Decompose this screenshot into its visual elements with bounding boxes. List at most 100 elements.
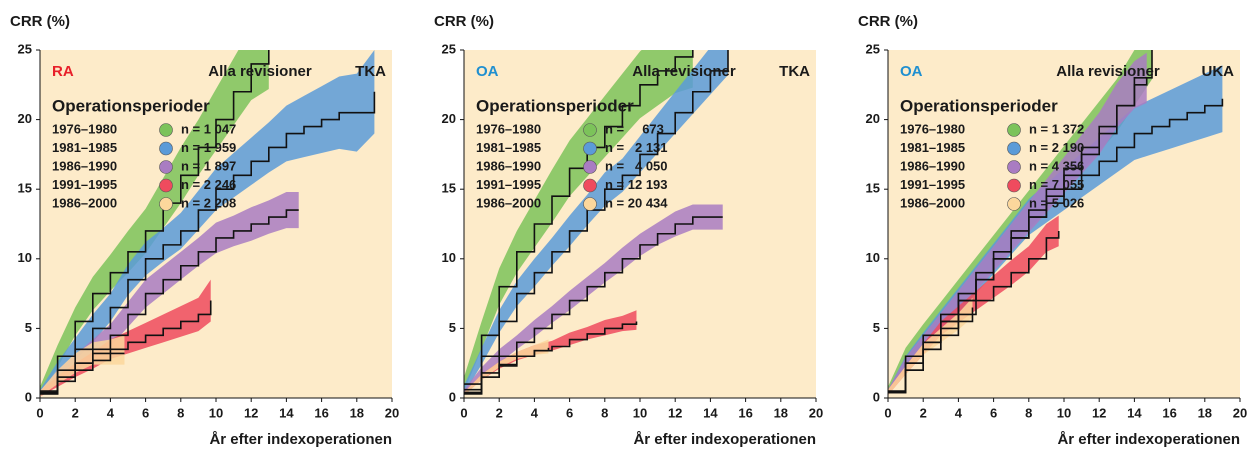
legend-swatch xyxy=(159,178,173,193)
x-tick-label: 0 xyxy=(36,405,43,420)
series-line xyxy=(464,50,729,391)
legend-swatch xyxy=(583,160,597,174)
chart-panel: 0 5 10 15 20 25 0 2 4 6 8 10 12 14 16 18 20 CRR (%) År eft… xyxy=(858,13,1247,448)
confidence-band xyxy=(464,50,728,394)
y-tick-label: 10 xyxy=(442,250,456,265)
legend-period: 1981–1985 xyxy=(52,140,117,155)
x-axis-title: År efter indexoperationen xyxy=(1057,431,1240,448)
legend-swatch xyxy=(583,197,597,211)
legend-n: n = 1 959 xyxy=(181,140,236,155)
confidence-band xyxy=(888,52,1147,396)
confidence-band xyxy=(888,215,1059,396)
x-tick-label: 6 xyxy=(990,405,997,420)
legend-n: n = 7 055 xyxy=(1029,177,1084,192)
y-tick-label: 20 xyxy=(442,111,456,126)
legend-period: 1986–1990 xyxy=(900,158,965,173)
legend-swatch xyxy=(1007,160,1021,174)
confidence-band xyxy=(888,65,1223,396)
x-tick-label: 12 xyxy=(1092,405,1106,420)
legend-period: 1981–1985 xyxy=(476,140,541,155)
x-tick-label: 10 xyxy=(633,405,647,420)
legend-period: 1991–1995 xyxy=(900,177,965,192)
legend-n: n = 1 372 xyxy=(1029,121,1084,136)
series-line xyxy=(888,307,974,394)
legend-swatch xyxy=(159,160,173,174)
legend-period: 1986–2000 xyxy=(476,195,541,210)
x-tick-label: 14 xyxy=(279,405,294,420)
legend-n: n = 1 047 xyxy=(181,121,236,136)
legend-n: n = 2 246 xyxy=(181,177,236,192)
legend-title: Operationsperioder xyxy=(900,96,1058,115)
x-axis-title: År efter indexoperationen xyxy=(633,431,816,448)
y-tick-label: 20 xyxy=(866,111,880,126)
x-tick-label: 8 xyxy=(1025,405,1032,420)
x-tick-label: 16 xyxy=(738,405,752,420)
y-axis-title: CRR (%) xyxy=(434,13,494,30)
legend-period: 1976–1980 xyxy=(52,121,117,136)
series-line xyxy=(40,352,125,395)
y-tick-label: 5 xyxy=(449,320,456,335)
x-tick-label: 8 xyxy=(601,405,608,420)
y-tick-label: 25 xyxy=(442,41,456,56)
y-axis-title: CRR (%) xyxy=(858,13,918,30)
y-tick-label: 20 xyxy=(18,111,32,126)
x-tick-label: 10 xyxy=(1057,405,1071,420)
x-tick-label: 16 xyxy=(1162,405,1176,420)
x-tick-label: 4 xyxy=(955,405,963,420)
legend-period: 1981–1985 xyxy=(900,140,965,155)
x-tick-label: 16 xyxy=(314,405,328,420)
y-tick-label: 25 xyxy=(866,41,880,56)
y-tick-label: 10 xyxy=(18,250,32,265)
legend-period: 1991–1995 xyxy=(52,177,117,192)
y-tick-label: 25 xyxy=(18,41,32,56)
heading: Alla revisioner xyxy=(632,63,736,80)
legend-title: Operationsperioder xyxy=(52,96,210,115)
x-axis-title: År efter indexoperationen xyxy=(209,431,392,448)
y-tick-label: 0 xyxy=(25,389,32,404)
implant-label: TKA xyxy=(779,63,810,80)
y-tick-label: 0 xyxy=(449,389,456,404)
legend-swatch xyxy=(583,178,597,193)
legend-n: n = 5 026 xyxy=(1029,195,1084,210)
y-axis-title: CRR (%) xyxy=(10,13,70,30)
legend-n: n = 1 897 xyxy=(181,158,236,173)
x-tick-label: 8 xyxy=(177,405,184,420)
legend-swatch xyxy=(583,141,597,156)
x-tick-label: 0 xyxy=(460,405,467,420)
legend-swatch xyxy=(159,123,173,137)
y-tick-label: 15 xyxy=(442,181,456,196)
legend-n: n = 20 434 xyxy=(605,195,668,210)
group-label: OA xyxy=(476,63,499,80)
chart-panel: 0 5 10 15 20 25 0 2 4 6 8 10 12 14 16 18 20 CRR (%) År eft… xyxy=(434,13,823,448)
x-tick-label: 14 xyxy=(703,405,718,420)
y-tick-label: 0 xyxy=(873,389,880,404)
legend-swatch xyxy=(1007,178,1021,193)
implant-label: TKA xyxy=(355,63,386,80)
y-tick-label: 10 xyxy=(866,250,880,265)
x-tick-label: 18 xyxy=(1198,405,1212,420)
legend-swatch xyxy=(583,123,597,137)
x-tick-label: 18 xyxy=(350,405,364,420)
x-tick-label: 20 xyxy=(1233,405,1247,420)
legend-n: n = 12 193 xyxy=(605,177,668,192)
x-tick-label: 2 xyxy=(72,405,79,420)
x-tick-label: 10 xyxy=(209,405,223,420)
legend-n: n = 4 356 xyxy=(1029,158,1084,173)
heading: Alla revisioner xyxy=(1056,63,1160,80)
x-tick-label: 4 xyxy=(531,405,539,420)
series-line xyxy=(464,216,723,394)
series-line xyxy=(40,50,270,392)
plot-area xyxy=(40,50,376,397)
x-tick-label: 12 xyxy=(668,405,682,420)
legend-period: 1976–1980 xyxy=(476,121,541,136)
x-tick-label: 6 xyxy=(566,405,573,420)
group-label: OA xyxy=(900,63,923,80)
x-tick-label: 12 xyxy=(244,405,258,420)
chart-panel: 0 5 10 15 20 25 0 2 4 6 8 10 12 14 16 18 20 CRR (%) År eft… xyxy=(10,13,399,448)
legend-n: n = 2 190 xyxy=(1029,140,1084,155)
series-line xyxy=(40,91,376,394)
legend-period: 1986–1990 xyxy=(52,158,117,173)
legend-swatch xyxy=(1007,197,1021,211)
heading: Alla revisioner xyxy=(208,63,312,80)
